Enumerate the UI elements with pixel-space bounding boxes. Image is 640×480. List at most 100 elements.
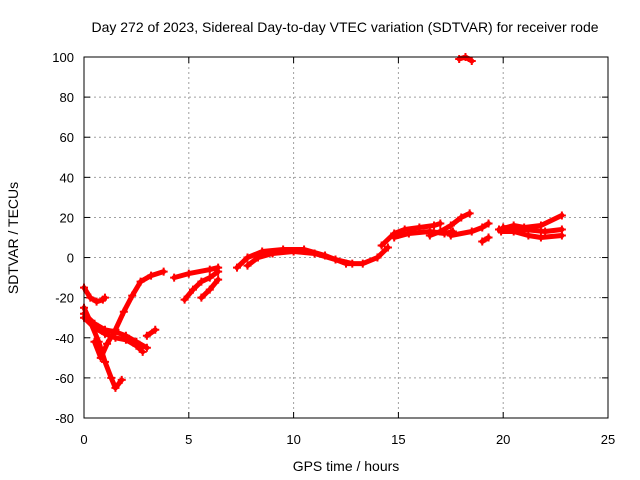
x-tick-label: 15 [391, 432, 405, 447]
data-point [100, 329, 109, 338]
data-point [142, 331, 151, 340]
data-point [205, 285, 214, 294]
data-point [197, 277, 206, 286]
data-point [536, 233, 545, 242]
data-point [348, 259, 357, 268]
data-point [90, 337, 99, 346]
y-tick-label: 60 [60, 130, 74, 145]
data-point [467, 57, 476, 66]
data-point [138, 347, 147, 356]
data-point [478, 237, 487, 246]
data-point [92, 297, 101, 306]
data-point [289, 247, 298, 256]
data-point [499, 223, 508, 232]
data-point [425, 231, 434, 240]
data-point [455, 55, 464, 64]
data-point [86, 293, 95, 302]
data-series-pass-11 [245, 249, 355, 269]
data-point [465, 209, 474, 218]
y-tick-label: -60 [55, 371, 74, 386]
data-point [484, 219, 493, 228]
data-point [147, 271, 156, 280]
data-point [446, 221, 455, 230]
data-point [180, 295, 189, 304]
data-point [484, 233, 493, 242]
y-tick-label: -20 [55, 291, 74, 306]
data-point [170, 273, 179, 282]
y-tick-label: 20 [60, 210, 74, 225]
x-tick-label: 20 [496, 432, 510, 447]
data-point [520, 225, 529, 234]
data-point [159, 267, 168, 276]
data-point [96, 353, 105, 362]
data-point [107, 373, 116, 382]
grid [84, 57, 608, 418]
data-traces [80, 53, 566, 392]
plot-frame [83, 56, 609, 419]
data-point [390, 233, 399, 242]
data-point [430, 221, 439, 230]
data-series-pass-7 [171, 265, 221, 281]
data-point [536, 221, 545, 230]
data-point [243, 253, 252, 262]
data-series-pass-19 [500, 225, 565, 234]
data-point [128, 291, 137, 300]
y-tick-label: -80 [55, 411, 74, 426]
data-point [136, 277, 145, 286]
data-point [214, 275, 223, 284]
y-tick-label: 100 [52, 50, 74, 65]
data-point [132, 341, 141, 350]
data-point [541, 227, 550, 236]
data-point [331, 255, 340, 264]
x-tick-label: 10 [286, 432, 300, 447]
data-series-pass-15 [448, 221, 491, 238]
data-point [205, 273, 214, 282]
x-tick-label: 25 [601, 432, 615, 447]
data-point [310, 249, 319, 258]
data-point [467, 227, 476, 236]
y-axis-label: SDTVAR / TECUs [5, 182, 21, 294]
data-point [151, 325, 160, 334]
data-point [524, 231, 533, 240]
x-axis-label: GPS time / hours [293, 458, 400, 474]
data-point [197, 293, 206, 302]
chart-title: Day 272 of 2023, Sidereal Day-to-day VTE… [91, 19, 598, 35]
data-point [233, 263, 242, 272]
y-tick-label: 40 [60, 170, 74, 185]
data-point [119, 307, 128, 316]
data-point [383, 243, 392, 252]
data-point [103, 339, 112, 348]
data-point [214, 267, 223, 276]
x-tick-label: 5 [185, 432, 192, 447]
data-series-pass-5 [92, 269, 167, 361]
data-point [436, 227, 445, 236]
data-point [457, 213, 466, 222]
data-point [111, 325, 120, 334]
data-point [557, 211, 566, 220]
data-point [243, 261, 252, 270]
data-point [268, 249, 277, 258]
data-point [111, 383, 120, 392]
data-point [446, 231, 455, 240]
data-point [377, 241, 386, 250]
data-point [100, 293, 109, 302]
axis-ticks: 0 5 10 15 20 25 -80 -60 -40 -20 0 20 40 60 80 100 [52, 50, 615, 447]
data-point [117, 375, 126, 384]
data-point [358, 259, 367, 268]
data-point [205, 265, 214, 274]
y-tick-label: 0 [67, 251, 74, 266]
data-point [188, 285, 197, 294]
data-point [184, 269, 193, 278]
data-point [373, 253, 382, 262]
data-point [142, 343, 151, 352]
data-point [436, 219, 445, 228]
y-tick-label: -40 [55, 331, 74, 346]
x-tick-label: 0 [80, 432, 87, 447]
data-point [478, 223, 487, 232]
data-point [90, 323, 99, 332]
data-point [557, 225, 566, 234]
y-tick-label: 80 [60, 90, 74, 105]
data-point [121, 335, 130, 344]
data-point [100, 357, 109, 366]
